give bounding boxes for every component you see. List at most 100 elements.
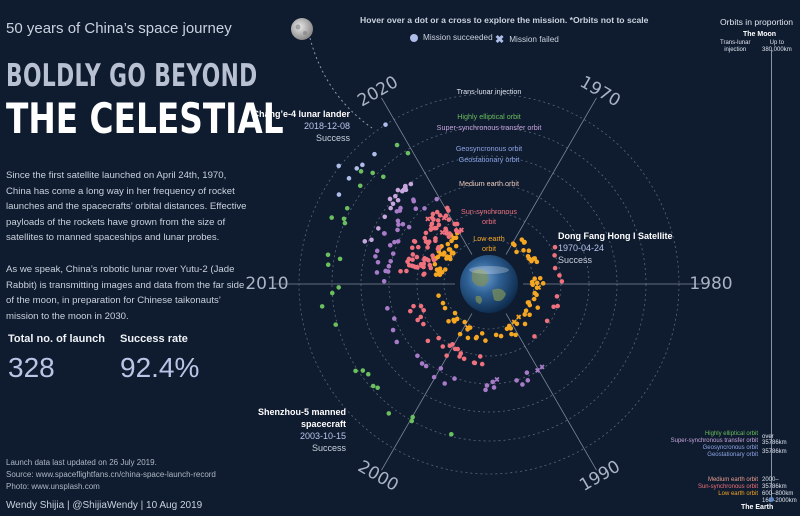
mission-dot[interactable] <box>537 275 543 281</box>
mission-dot[interactable] <box>393 193 398 199</box>
mission-dot[interactable] <box>435 254 441 260</box>
mission-dot[interactable] <box>414 254 420 260</box>
mission-dot[interactable] <box>477 354 483 359</box>
mission-dot[interactable] <box>446 217 452 222</box>
mission-dot[interactable] <box>434 196 440 202</box>
mission-dot[interactable] <box>410 252 416 257</box>
mission-dot[interactable] <box>390 327 396 333</box>
mission-dot[interactable] <box>520 382 525 387</box>
mission-dot[interactable] <box>434 209 440 215</box>
mission-dot[interactable] <box>405 150 411 156</box>
mission-dot[interactable] <box>381 278 387 284</box>
mission-dot[interactable] <box>423 363 429 369</box>
mission-dot[interactable] <box>436 222 442 228</box>
mission-dot[interactable] <box>522 239 527 245</box>
mission-dot[interactable] <box>437 213 443 218</box>
mission-dot[interactable] <box>429 215 435 221</box>
mission-dot[interactable] <box>534 259 540 265</box>
mission-failed-mark[interactable]: ✖ <box>539 364 545 372</box>
mission-dot[interactable] <box>435 218 441 223</box>
mission-dot[interactable] <box>342 220 348 226</box>
mission-dot[interactable] <box>376 226 381 231</box>
mission-dot[interactable] <box>534 285 540 291</box>
mission-dot[interactable] <box>415 317 420 323</box>
mission-dot[interactable] <box>471 360 477 366</box>
mission-dot[interactable] <box>446 247 452 252</box>
mission-dot[interactable] <box>430 253 435 258</box>
mission-dot[interactable] <box>457 354 462 359</box>
mission-dot[interactable] <box>413 206 419 211</box>
mission-dot[interactable] <box>445 241 451 247</box>
mission-dot[interactable] <box>462 319 468 325</box>
mission-failed-mark[interactable]: ✖ <box>459 227 465 235</box>
mission-dot[interactable] <box>388 258 393 264</box>
mission-dot[interactable] <box>442 305 448 311</box>
mission-dot[interactable] <box>433 238 438 244</box>
mission-dot[interactable] <box>557 273 562 278</box>
mission-dot[interactable] <box>526 256 532 262</box>
mission-dot[interactable] <box>473 335 479 341</box>
mission-dot[interactable] <box>396 222 401 227</box>
mission-dot[interactable] <box>513 332 518 338</box>
mission-dot[interactable] <box>375 259 381 265</box>
mission-dot[interactable] <box>514 249 519 255</box>
mission-dot[interactable] <box>418 314 424 320</box>
mission-dot[interactable] <box>419 361 425 366</box>
mission-dot[interactable] <box>509 331 514 337</box>
mission-dot[interactable] <box>451 317 456 323</box>
mission-dot[interactable] <box>395 239 401 244</box>
callout-shenzhou[interactable]: Shenzhou-5 manned spacecraft 2003-10-15 … <box>240 406 346 454</box>
mission-dot[interactable] <box>408 181 414 187</box>
callout-change4[interactable]: Chang’e-4 lunar lander 2018-12-08 Succes… <box>230 108 350 144</box>
mission-dot[interactable] <box>374 248 380 254</box>
mission-dot[interactable] <box>406 224 412 230</box>
mission-dot[interactable] <box>422 206 427 211</box>
mission-dot[interactable] <box>411 303 416 309</box>
mission-dot[interactable] <box>395 187 401 193</box>
mission-dot[interactable] <box>354 166 360 171</box>
mission-dot[interactable] <box>552 253 557 258</box>
mission-dot[interactable] <box>449 238 454 244</box>
mission-dot[interactable] <box>551 304 556 310</box>
mission-dot[interactable] <box>442 267 448 272</box>
mission-dot[interactable] <box>535 305 541 310</box>
mission-dot[interactable] <box>400 221 406 227</box>
mission-dot[interactable] <box>394 209 400 214</box>
mission-dot[interactable] <box>522 321 528 327</box>
mission-dot[interactable] <box>333 322 338 327</box>
mission-dot[interactable] <box>443 228 449 233</box>
mission-dot[interactable] <box>421 261 427 267</box>
mission-dot[interactable] <box>454 316 460 322</box>
mission-dot[interactable] <box>382 214 388 220</box>
mission-dot[interactable] <box>498 333 504 339</box>
mission-dot[interactable] <box>375 385 380 391</box>
mission-failed-mark[interactable]: ✖ <box>516 313 522 321</box>
mission-dot[interactable] <box>319 304 325 309</box>
mission-dot[interactable] <box>435 267 440 273</box>
mission-dot[interactable] <box>449 431 454 437</box>
mission-dot[interactable] <box>411 238 417 244</box>
mission-dot[interactable] <box>406 262 412 268</box>
mission-dot[interactable] <box>426 258 431 263</box>
mission-dot[interactable] <box>532 290 538 296</box>
mission-dot[interactable] <box>436 335 441 341</box>
mission-dot[interactable] <box>440 300 446 306</box>
mission-dot[interactable] <box>559 279 565 284</box>
mission-dot[interactable] <box>381 231 387 236</box>
mission-dot[interactable] <box>341 216 347 222</box>
mission-dot[interactable] <box>461 356 467 362</box>
mission-dot[interactable] <box>438 366 444 371</box>
mission-dot[interactable] <box>388 205 393 211</box>
mission-dot[interactable] <box>508 326 514 331</box>
mission-dot[interactable] <box>405 259 410 264</box>
mission-dot[interactable] <box>385 269 391 274</box>
mission-dot[interactable] <box>442 381 448 386</box>
mission-dot[interactable] <box>447 231 452 236</box>
mission-dot[interactable] <box>432 225 437 231</box>
mission-dot[interactable] <box>421 321 426 327</box>
mission-dot[interactable] <box>435 246 441 252</box>
mission-dot[interactable] <box>370 170 375 176</box>
mission-dot[interactable] <box>337 256 343 262</box>
mission-dot[interactable] <box>493 332 499 338</box>
mission-dot[interactable] <box>432 261 438 267</box>
